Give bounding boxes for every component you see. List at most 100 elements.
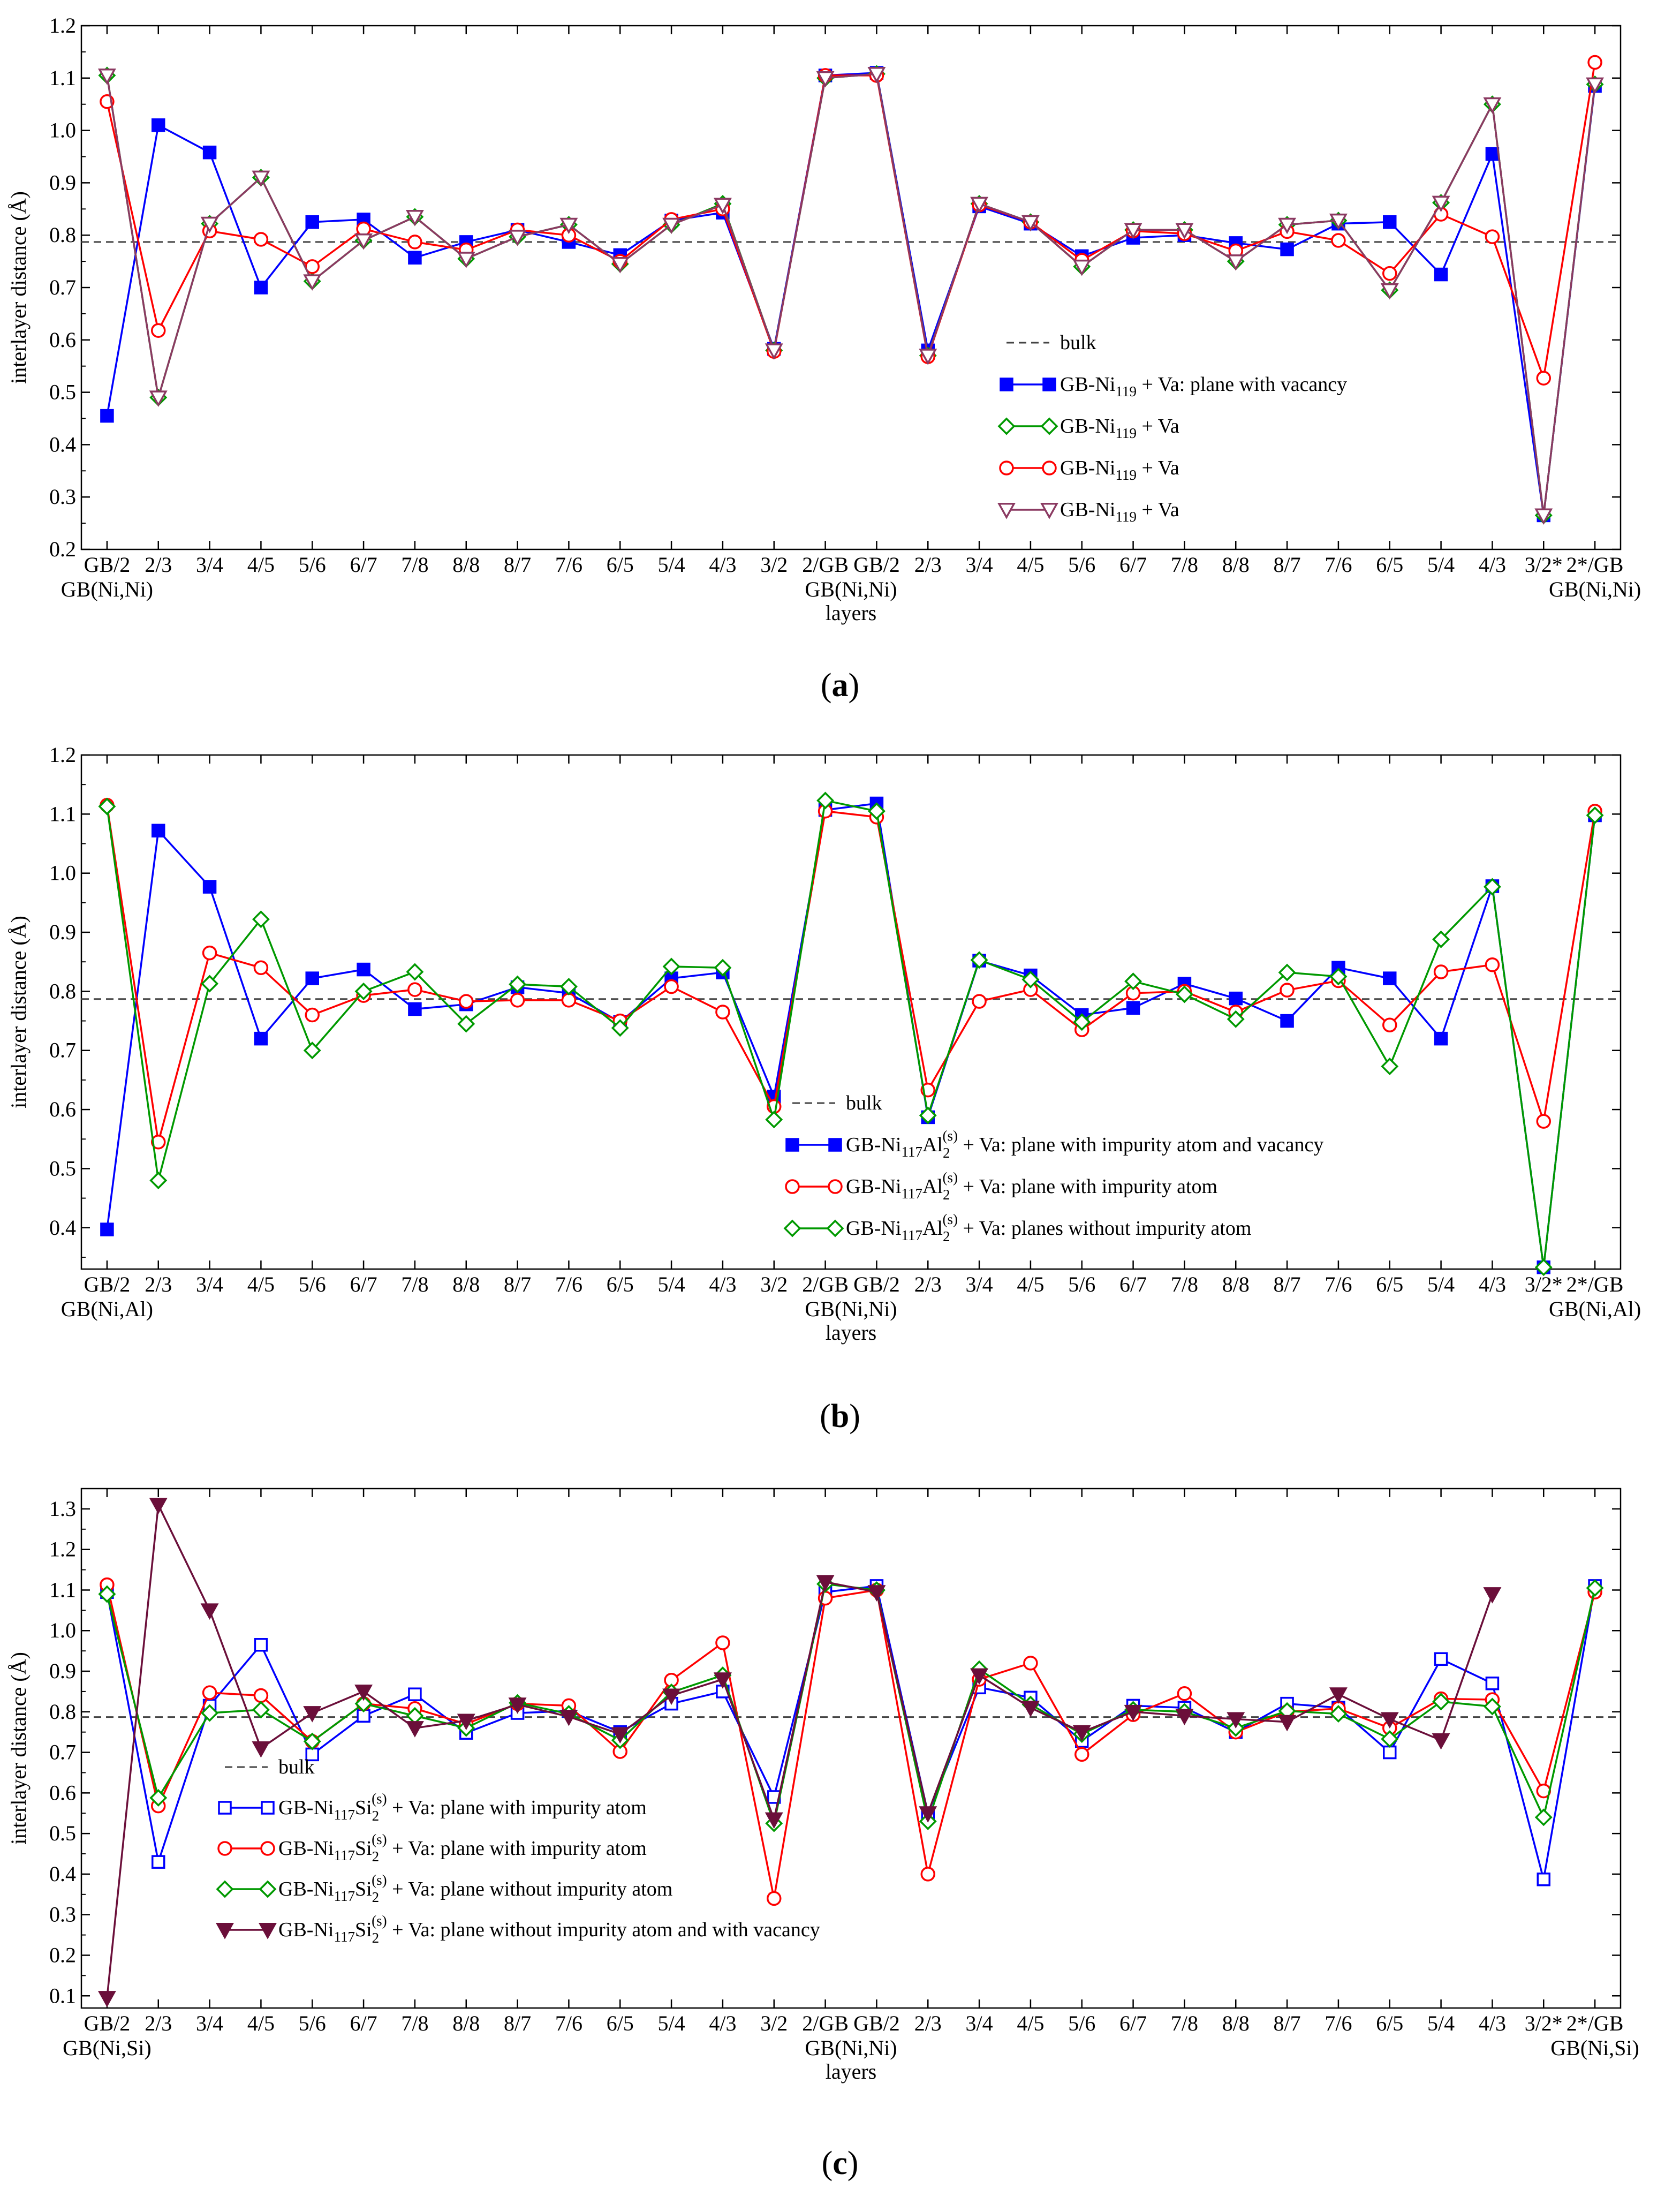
y-tick-label: 0.6 <box>49 328 76 352</box>
x-tick-label: 7/8 <box>401 553 428 577</box>
data-point <box>970 951 988 969</box>
panel-label: (b) <box>820 1398 860 1435</box>
series-2 <box>100 55 1602 386</box>
legend-swatch-marker <box>260 1841 275 1856</box>
y-tick-label: 0.7 <box>49 1038 76 1062</box>
chart-panel-b: 0.4 0.5 0.6 0.7 0.8 0.9 1.0 1.1 1.2 GB/2 2/3 3/4 4/5… <box>6 743 1641 1435</box>
panel-label-letter: c <box>833 2145 847 2182</box>
data-point <box>252 1701 270 1719</box>
y-tick-label: 0.7 <box>49 275 76 299</box>
x-tick-label: 3/4 <box>196 553 223 577</box>
x-axis-title: layers <box>826 1320 877 1345</box>
x-tick-label: 8/8 <box>1222 1272 1250 1296</box>
data-point <box>1483 1587 1502 1604</box>
x-tick-label: 2/3 <box>914 2011 942 2035</box>
panel-label-paren: ) <box>847 2145 859 2182</box>
legend-label: GB-Ni117Al2(s) + Va: plane with impurity… <box>846 1169 1217 1203</box>
legend-bulk-label: bulk <box>1060 331 1096 354</box>
x-tick-label: GB/2 <box>853 1272 900 1296</box>
data-point <box>253 1688 269 1703</box>
data-point <box>151 1135 166 1150</box>
x-tick-label: 6/5 <box>1376 1272 1403 1296</box>
x-tick-label: 4/3 <box>1479 2011 1506 2035</box>
data-point <box>354 1684 373 1701</box>
data-point <box>1329 213 1348 230</box>
x-tick-label: 8/8 <box>452 1272 480 1296</box>
chart-panel-c: 0.1 0.2 0.3 0.4 0.5 0.6 0.7 0.8 0.9 1.0 1.1 1.2 1.3 G… <box>6 1488 1639 2182</box>
y-tick-label: 0.6 <box>49 1780 76 1805</box>
data-point <box>765 343 783 360</box>
x-tick-label: 7/8 <box>1171 2011 1198 2035</box>
x-tick-label: 8/7 <box>1274 553 1301 577</box>
y-tick-label: 0.3 <box>49 485 76 509</box>
data-point <box>1485 147 1500 161</box>
x-tick-label: 8/8 <box>452 2011 480 2035</box>
data-point <box>356 221 371 237</box>
legend-label: GB-Ni117Si2(s) + Va: plane with impurity… <box>278 1831 647 1865</box>
x-tick-label: 5/4 <box>1427 2011 1455 2035</box>
x-tick-label: 5/6 <box>1068 553 1095 577</box>
series-line <box>106 73 1596 517</box>
legend-label-part: 119 <box>1115 425 1137 441</box>
x-tick-label: 3/2* <box>1525 553 1563 577</box>
x-tick-label: 6/7 <box>1119 553 1147 577</box>
legend-swatch-marker <box>785 1138 799 1152</box>
data-point <box>252 170 270 187</box>
data-point <box>200 1603 219 1620</box>
data-point <box>201 975 219 993</box>
data-point <box>1534 508 1553 525</box>
x-tick-label: 8/7 <box>1274 1272 1301 1296</box>
data-point <box>510 993 525 1008</box>
legend-label-part: 2 <box>372 1889 380 1905</box>
data-point <box>97 68 116 85</box>
y-tick-label: 0.3 <box>49 1903 76 1927</box>
data-point <box>149 1498 168 1514</box>
y-tick-label: 0.4 <box>49 1216 76 1240</box>
data-point <box>202 880 217 894</box>
y-tick-label: 0.8 <box>49 223 76 247</box>
x-tick-label: 3/2 <box>760 1272 788 1296</box>
data-point <box>305 971 319 985</box>
data-point <box>457 1015 475 1033</box>
data-point <box>357 962 370 977</box>
data-point <box>100 409 114 423</box>
data-point <box>662 957 680 976</box>
data-point <box>1537 1873 1550 1886</box>
y-axis-title: interlayer distance (Å) <box>6 191 31 384</box>
y-tick-label: 1.2 <box>49 743 76 767</box>
data-point <box>1175 985 1193 1003</box>
x-tick-label: 8/8 <box>1222 2011 1250 2035</box>
data-point <box>1280 242 1294 256</box>
legend-bulk-label: bulk <box>846 1092 882 1114</box>
data-point <box>152 824 165 837</box>
chart-panel-a: 0.2 0.3 0.4 0.5 0.6 0.7 0.8 0.9 1.0 1.1 1.2 GB/2 2/3… <box>6 13 1641 704</box>
legend-label-part: + Va: planes without impurity atom <box>958 1217 1251 1240</box>
data-point <box>714 958 732 977</box>
legend-swatch-marker <box>216 1923 234 1939</box>
data-point <box>1586 1579 1604 1597</box>
legend-label-part: 2 <box>372 1808 380 1824</box>
data-point <box>253 232 269 247</box>
data-point <box>407 235 422 250</box>
data-point <box>303 1706 322 1723</box>
data-point <box>919 1106 937 1124</box>
data-point <box>713 198 732 215</box>
data-point <box>254 1638 268 1652</box>
legend-label-part: 119 <box>1115 383 1137 399</box>
x-tick-label: 3/4 <box>966 1272 993 1296</box>
y-tick-label: 1.0 <box>49 861 76 885</box>
data-point <box>1432 1733 1450 1750</box>
data-point <box>1229 991 1243 1006</box>
legend-label: GB-Ni119 + Va <box>1060 415 1179 441</box>
data-point <box>1175 1709 1194 1725</box>
x-tick-label: 6/5 <box>1376 553 1403 577</box>
x-tick-label: GB/2 <box>84 553 131 577</box>
gb-label: GB(Ni,Ni) <box>61 577 153 601</box>
legend-label-part: Al <box>922 1134 943 1156</box>
data-point <box>1227 254 1245 271</box>
y-tick-label: 0.5 <box>49 1156 76 1180</box>
legend-label-part: 117 <box>901 1144 922 1160</box>
x-tick-label: GB/2 <box>853 553 900 577</box>
legend-label-part: 2 <box>372 1930 380 1946</box>
data-point <box>354 233 373 250</box>
